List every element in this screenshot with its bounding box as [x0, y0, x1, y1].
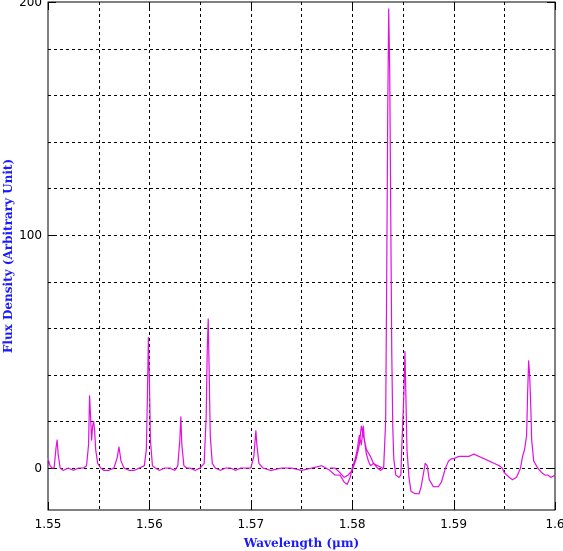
- y-axis-title: Flux Density (Arbitrary Unit): [1, 159, 15, 353]
- x-axis-title: Wavelength (μm): [243, 536, 359, 550]
- x-tick-label: 1.6: [545, 517, 563, 531]
- axis-ticks: [48, 2, 556, 510]
- data-series: [47, 8, 556, 495]
- y-tick-label: 0: [34, 461, 42, 475]
- spectrum-line-1: [47, 8, 556, 495]
- x-tick-label: 1.56: [136, 517, 163, 531]
- spectrum-line-2: [329, 425, 383, 478]
- grid-lines: [48, 2, 555, 510]
- plot-frame: [47, 1, 556, 511]
- y-tick-label: 100: [19, 228, 42, 242]
- x-tick-label: 1.58: [339, 517, 366, 531]
- x-tick-label: 1.55: [35, 517, 62, 531]
- x-tick-label: 1.59: [440, 517, 467, 531]
- tick-labels: 1.55 1.56 1.57 1.58 1.59 1.6 0 100 200: [19, 0, 563, 531]
- y-tick-label: 200: [19, 0, 42, 9]
- x-tick-label: 1.57: [237, 517, 264, 531]
